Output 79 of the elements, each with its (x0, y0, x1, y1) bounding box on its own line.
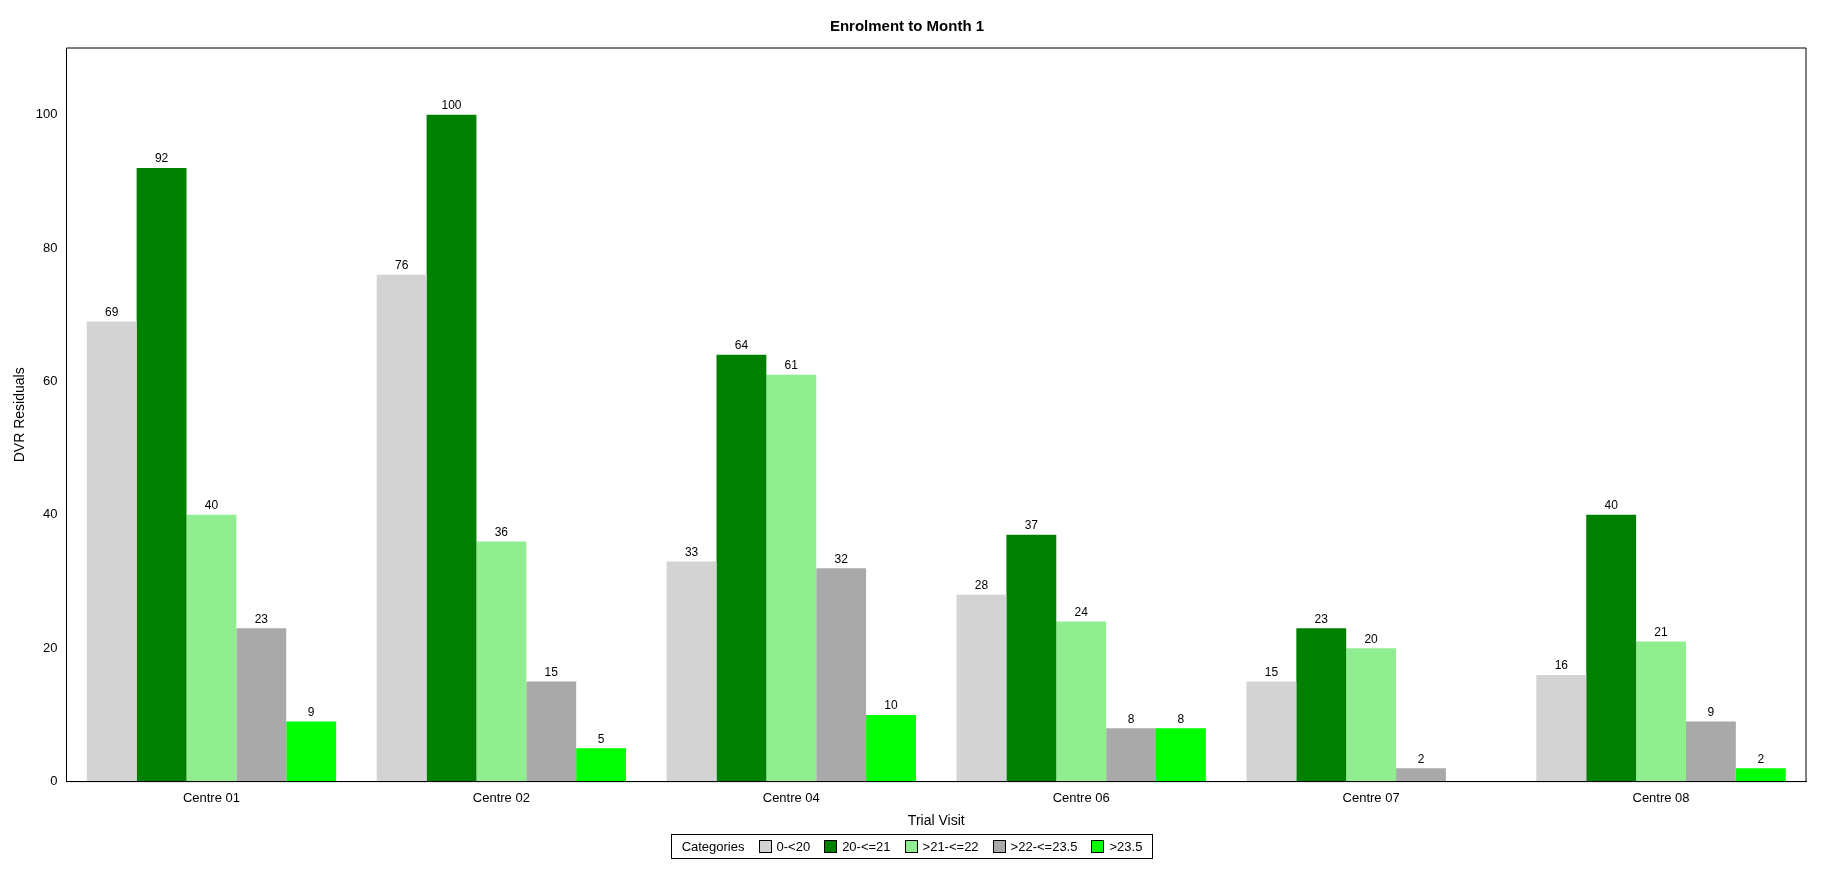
y-tick-label: 40 (43, 506, 58, 522)
data-label: 2 (1417, 751, 1425, 766)
data-label: 61 (784, 358, 799, 373)
y-tick-label: 0 (50, 773, 58, 789)
bar (1586, 514, 1637, 782)
data-label: 23 (1314, 611, 1329, 626)
legend-label: 0-<20 (776, 839, 811, 854)
x-axis-title: Trial Visit (907, 812, 965, 829)
data-label: 8 (1127, 711, 1135, 726)
legend-label: 20-<=21 (842, 839, 891, 854)
y-tick-label: 80 (43, 239, 58, 255)
legend-label: >21-<=22 (922, 839, 979, 854)
bar (1346, 648, 1397, 782)
data-label: 9 (307, 704, 315, 719)
data-label: 37 (1024, 518, 1039, 533)
bar (1396, 768, 1446, 782)
bar (86, 321, 137, 782)
bar (286, 721, 337, 782)
legend-label: >22-<=23.5 (1010, 839, 1078, 854)
data-label: 2 (1757, 751, 1765, 766)
bar (816, 568, 867, 782)
bar (136, 168, 187, 782)
data-label: 64 (734, 338, 749, 353)
data-label: 32 (834, 551, 849, 566)
bar (1636, 641, 1686, 782)
data-label: 8 (1177, 711, 1185, 726)
data-label: 15 (1264, 664, 1279, 679)
data-label: 33 (684, 544, 699, 559)
data-label: 10 (884, 698, 899, 713)
data-label: 15 (544, 664, 559, 679)
data-label: 5 (597, 731, 605, 746)
x-tick-label: Centre 02 (472, 789, 530, 805)
x-tick-label: Centre 01 (182, 789, 240, 805)
bar (666, 561, 717, 782)
data-label: 76 (394, 258, 409, 273)
data-label: 9 (1707, 704, 1715, 719)
bar (1536, 674, 1587, 782)
data-label: 40 (204, 498, 219, 513)
data-label: 20 (1364, 631, 1379, 646)
data-label: 24 (1074, 604, 1089, 619)
data-label: 92 (154, 151, 169, 166)
bar (1685, 721, 1736, 782)
bar (426, 114, 477, 782)
x-tick-label: Centre 08 (1632, 789, 1690, 805)
legend-label: >23.5 (1109, 839, 1143, 854)
bar (866, 714, 916, 782)
bar (1246, 681, 1297, 782)
bar (1056, 621, 1107, 782)
bar (576, 748, 627, 782)
bar (526, 681, 577, 782)
data-label: 100 (441, 98, 462, 112)
data-label: 16 (1554, 658, 1569, 673)
legend-title: Categories (681, 839, 745, 854)
x-tick-label: Centre 06 (1052, 789, 1110, 805)
x-tick-label: Centre 07 (1342, 789, 1400, 805)
chart-title: Enrolment to Month 1 (829, 17, 985, 35)
bar (716, 354, 767, 782)
y-tick-label: 100 (35, 106, 58, 122)
bar (1006, 534, 1057, 782)
bar (186, 514, 237, 782)
data-label: 21 (1654, 624, 1669, 639)
data-label: 69 (105, 304, 119, 319)
y-tick-label: 60 (43, 373, 58, 389)
bar (1156, 728, 1206, 782)
bar (956, 594, 1007, 782)
bar (1735, 768, 1786, 782)
y-axis-title: DVR Residuals (11, 367, 28, 463)
data-label: 36 (494, 524, 509, 539)
bar (376, 274, 427, 782)
bar (1106, 728, 1156, 782)
bar (236, 628, 287, 782)
bar (766, 374, 817, 782)
x-tick-label: Centre 04 (762, 789, 820, 805)
bar (476, 541, 527, 782)
y-tick-label: 20 (43, 639, 58, 655)
bar (1296, 628, 1347, 782)
data-label: 23 (254, 611, 269, 626)
data-label: 40 (1604, 498, 1619, 513)
data-label: 28 (974, 578, 989, 593)
